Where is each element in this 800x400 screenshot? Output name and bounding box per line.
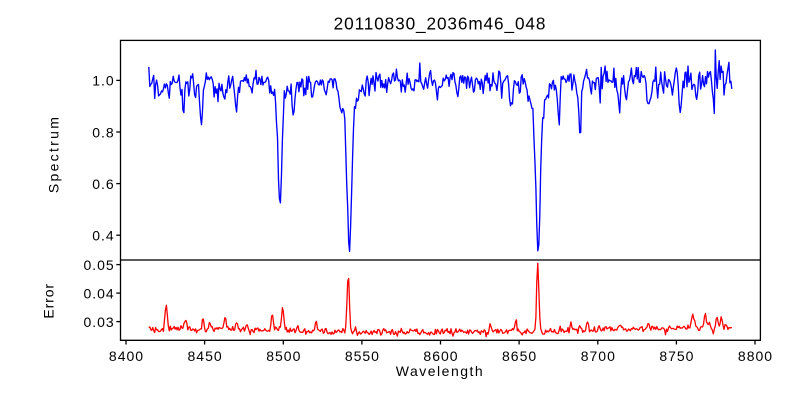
svg-text:8550: 8550 [345, 348, 380, 364]
svg-text:0.6: 0.6 [92, 176, 114, 192]
svg-text:8700: 8700 [581, 348, 616, 364]
svg-text:8800: 8800 [738, 348, 773, 364]
svg-text:8650: 8650 [502, 348, 537, 364]
svg-text:8500: 8500 [266, 348, 301, 364]
svg-text:8450: 8450 [188, 348, 223, 364]
svg-text:Spectrum: Spectrum [46, 115, 62, 193]
svg-text:Error: Error [41, 283, 57, 319]
svg-text:0.04: 0.04 [83, 285, 114, 301]
svg-text:1.0: 1.0 [92, 73, 114, 89]
svg-text:20110830_2036m46_048: 20110830_2036m46_048 [334, 14, 547, 34]
svg-text:0.03: 0.03 [83, 314, 114, 330]
svg-text:0.8: 0.8 [92, 124, 114, 140]
svg-text:8400: 8400 [109, 348, 144, 364]
svg-text:Wavelength: Wavelength [396, 363, 484, 379]
svg-text:0.05: 0.05 [83, 257, 114, 273]
svg-text:8750: 8750 [659, 348, 694, 364]
svg-text:8600: 8600 [423, 348, 458, 364]
svg-text:0.4: 0.4 [92, 228, 114, 244]
